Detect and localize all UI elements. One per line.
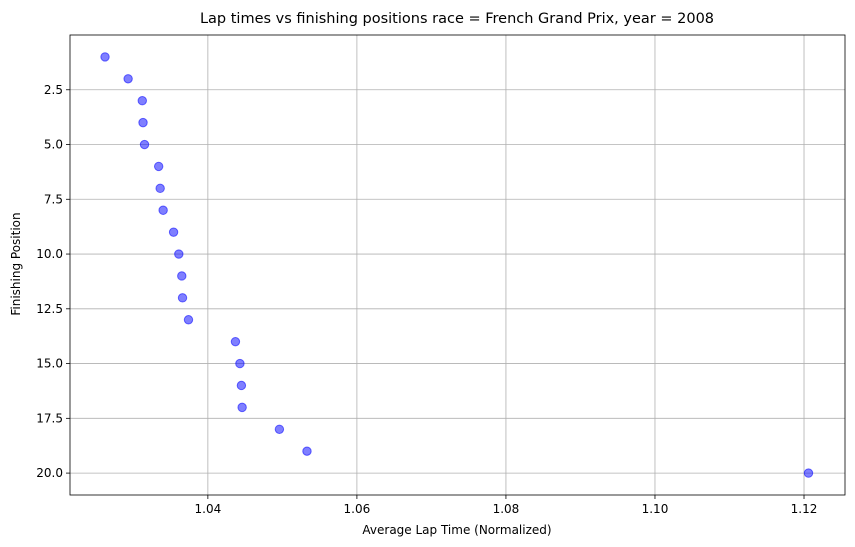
data-point: [177, 293, 188, 303]
y-tick-label: 10.0: [36, 247, 63, 261]
y-tick-label: 17.5: [36, 411, 63, 425]
y-tick-label: 2.5: [44, 83, 63, 97]
data-point: [177, 271, 187, 281]
data-point: [183, 315, 194, 325]
data-point: [158, 205, 168, 215]
data-point: [139, 139, 150, 150]
x-tick-label: 1.04: [195, 502, 222, 516]
y-axis-label: Finishing Position: [9, 212, 23, 315]
data-point: [100, 52, 110, 62]
y-tick-label: 15.0: [36, 357, 63, 371]
data-point: [302, 446, 312, 456]
x-axis-label: Average Lap Time (Normalized): [362, 523, 551, 537]
data-point: [138, 117, 148, 128]
data-point: [153, 161, 164, 172]
data-point: [237, 402, 247, 413]
x-tick-label: 1.08: [493, 502, 520, 516]
data-point: [803, 468, 814, 478]
data-point: [168, 227, 179, 237]
plot-area: 1.04 1.06 1.08 1.10 1.12 2.5 5.0 7.5 10.0 12.5 15.…: [36, 34, 846, 516]
data-point: [235, 358, 245, 369]
y-tick-label: 7.5: [44, 192, 63, 206]
data-point: [274, 424, 285, 434]
axes-frame: [69, 34, 846, 496]
y-tick-label: 12.5: [36, 302, 63, 316]
data-point: [155, 183, 165, 194]
y-tick-label: 5.0: [44, 138, 63, 152]
x-tick-label: 1.10: [642, 502, 669, 516]
chart-title: Lap times vs finishing positions race = …: [200, 11, 714, 27]
y-tick-label: 20.0: [36, 466, 63, 480]
x-tick-label: 1.06: [344, 502, 371, 516]
x-tick-label: 1.12: [791, 502, 818, 516]
data-point: [230, 336, 241, 347]
data-point: [174, 249, 184, 259]
data-point: [236, 380, 247, 391]
data-point: [123, 74, 133, 84]
data-point: [137, 96, 147, 106]
